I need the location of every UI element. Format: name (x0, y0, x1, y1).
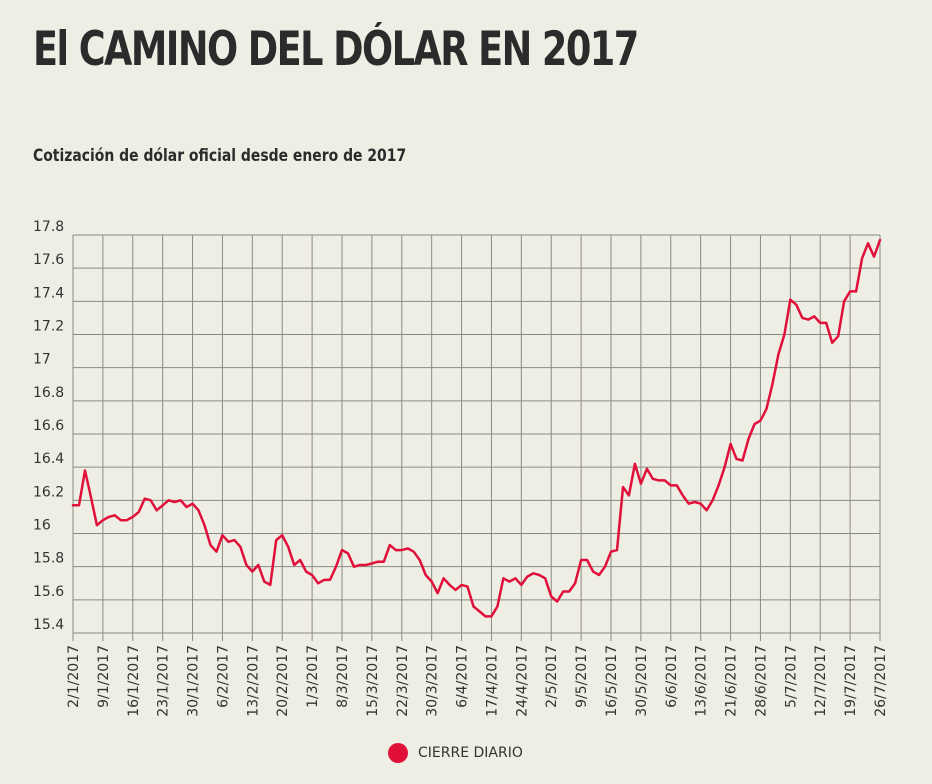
x-tick-label: 13/2/2017 (245, 645, 261, 717)
chart-subtitle: Cotización de dólar oficial desde enero … (33, 146, 407, 166)
x-tick-label: 23/1/2017 (156, 645, 172, 717)
x-tick-label: 20/2/2017 (275, 645, 291, 717)
x-tick-label: 22/3/2017 (395, 645, 411, 717)
x-tick-label: 1/3/2017 (305, 645, 321, 708)
chart-legend: CIERRE DIARIO (388, 743, 523, 763)
x-tick-label: 13/6/2017 (694, 645, 710, 717)
x-tick-label: 30/1/2017 (186, 645, 202, 717)
y-tick-label: 16 (33, 518, 51, 534)
x-tick-label: 21/6/2017 (724, 645, 740, 717)
y-tick-label: 15.4 (33, 617, 64, 633)
page-title: El CAMINO DEL DÓLAR EN 2017 (33, 22, 639, 77)
x-tick-label: 8/3/2017 (335, 645, 351, 708)
x-tick-label: 6/4/2017 (455, 645, 471, 708)
y-tick-label: 17.2 (33, 319, 64, 335)
x-tick-label: 24/4/2017 (514, 645, 530, 717)
y-tick-label: 15.8 (33, 551, 64, 567)
x-tick-label: 2/5/2017 (544, 645, 560, 708)
x-tick-label: 19/7/2017 (843, 645, 859, 717)
y-tick-label: 15.6 (33, 584, 64, 600)
x-tick-label: 12/7/2017 (813, 645, 829, 717)
y-tick-label: 16.4 (33, 451, 64, 467)
x-tick-label: 17/4/2017 (484, 645, 500, 717)
x-tick-label: 30/3/2017 (425, 645, 441, 717)
x-tick-label: 9/5/2017 (574, 645, 590, 708)
legend-swatch (388, 743, 408, 763)
chart-grid (72, 234, 881, 641)
x-tick-label: 6/2/2017 (215, 645, 231, 708)
x-tick-label: 16/5/2017 (604, 645, 620, 717)
x-tick-label: 30/5/2017 (634, 645, 650, 717)
series-line-cierre-diario (71, 238, 882, 618)
y-tick-label: 17.6 (33, 252, 64, 268)
x-tick-label: 9/1/2017 (96, 645, 112, 708)
x-tick-label: 26/7/2017 (873, 645, 889, 717)
x-tick-label: 28/6/2017 (753, 645, 769, 717)
y-tick-label: 16.8 (33, 385, 64, 401)
y-tick-label: 16.6 (33, 418, 64, 434)
y-tick-label: 16.2 (33, 484, 64, 500)
x-tick-label: 5/7/2017 (783, 645, 799, 708)
y-tick-label: 17 (33, 352, 51, 368)
x-tick-label: 15/3/2017 (365, 645, 381, 717)
y-tick-label: 17.4 (33, 285, 64, 301)
y-tick-label: 17.8 (33, 219, 64, 235)
chart-series (71, 238, 882, 618)
y-axis-ticks: 15.4 15.6 15.8 16 16.2 16.4 16.6 16.8 17 17.2 17.4… (33, 219, 64, 633)
x-axis-ticks: 2/1/2017 9/1/2017 16/1/2017 23/1/2017 30/1/2… (66, 645, 889, 717)
x-tick-label: 2/1/2017 (66, 645, 82, 708)
x-tick-label: 16/1/2017 (126, 645, 142, 717)
legend-label: CIERRE DIARIO (418, 745, 523, 761)
x-tick-label: 6/6/2017 (664, 645, 680, 708)
